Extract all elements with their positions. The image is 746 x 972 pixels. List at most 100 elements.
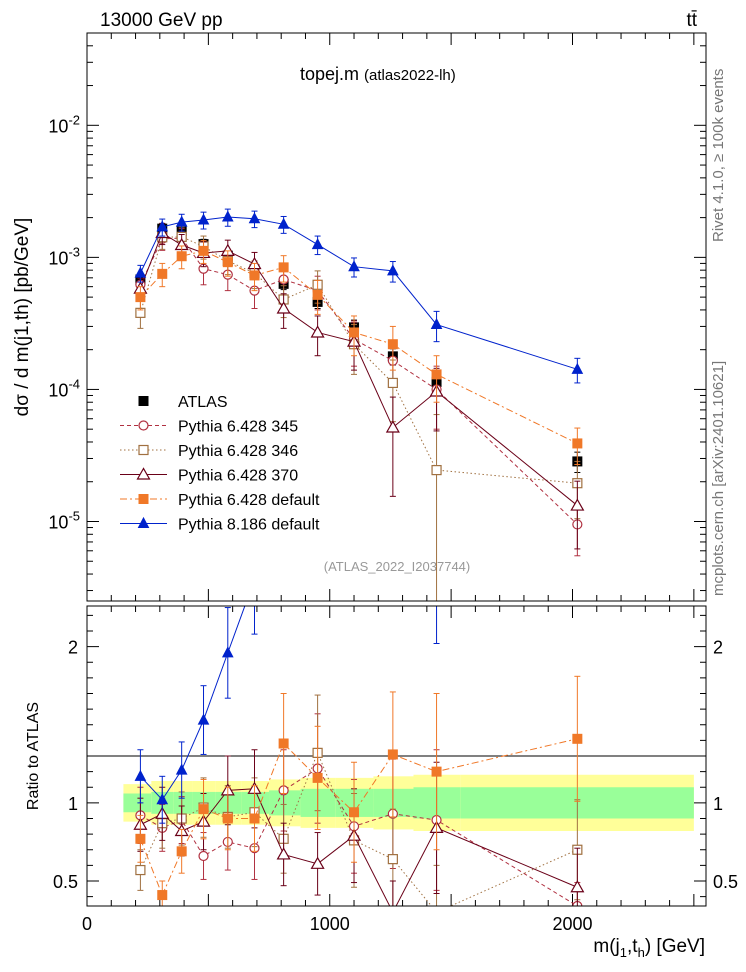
main-ytick-label: 10-4 — [48, 376, 80, 400]
data-point — [134, 266, 147, 278]
data-point — [248, 212, 261, 224]
ratio-ytick-label-right: 0.5 — [713, 872, 738, 892]
ratio-ticks: 0.5 0.5 1 1 2 2 0 1000 2000 — [53, 606, 738, 934]
band-inner — [173, 791, 193, 814]
ratio-ylabel: Ratio to ATLAS — [25, 702, 42, 810]
ratio-point — [387, 749, 398, 760]
xtick-label: 0 — [82, 914, 92, 934]
series-2 — [135, 226, 583, 601]
data-point — [431, 464, 442, 476]
ratio-series — [133, 176, 585, 917]
main-frame — [86, 32, 707, 602]
data-point — [571, 362, 584, 374]
data-point — [312, 289, 323, 300]
legend-label: ATLAS — [178, 394, 228, 411]
data-point — [385, 420, 400, 433]
ratio-point — [432, 908, 441, 917]
ratio-point — [572, 733, 583, 744]
ratio-frame — [86, 605, 707, 907]
legend-label: Pythia 6.428 370 — [178, 468, 298, 485]
watermark: (ATLAS_2022_I2037744) — [324, 559, 470, 574]
ratio-line — [140, 788, 578, 906]
legend: ATLAS Pythia 6.428 345 Pythia 6.428 346 Pyt… — [120, 394, 320, 534]
ratio-point — [176, 846, 187, 857]
data-point — [249, 270, 260, 281]
series-line — [140, 250, 578, 444]
data-point — [175, 215, 188, 227]
rivet-label: Rivet 4.1.0, ≥ 100k events — [710, 69, 727, 242]
ratio-ytick-label: 0.5 — [53, 872, 78, 892]
data-point — [387, 377, 398, 389]
ratio-line — [140, 606, 246, 801]
data-point — [222, 257, 233, 268]
band-inner — [123, 793, 152, 813]
ratio-point — [570, 880, 585, 893]
ratio-point — [349, 504, 359, 514]
legend-marker — [138, 420, 149, 431]
legend-marker — [136, 467, 151, 480]
main-panel: topej.m (atlas2022-lh) (ATLAS_2022_I2037… — [12, 32, 707, 602]
ratio-point — [349, 807, 360, 818]
energy-label: 13000 GeV pp — [100, 10, 223, 31]
series-5 — [134, 208, 584, 384]
xtick-label: 2000 — [552, 914, 592, 934]
main-ylabel: dσ / d m(j1,th) [pb/GeV] — [12, 218, 33, 417]
data-point — [431, 369, 442, 380]
series-line — [139, 236, 578, 484]
ratio-point — [197, 713, 210, 725]
data-point — [570, 498, 585, 511]
legend-marker — [137, 516, 150, 528]
mcplots-label: mcplots.cern.ch [arXiv:2401.10621] — [710, 361, 727, 596]
data-point — [276, 301, 291, 314]
data-point — [277, 217, 290, 229]
ratio-line — [139, 738, 578, 897]
ratio-ytick-label: 2 — [68, 638, 78, 658]
ratio-point — [135, 833, 146, 844]
legend-label: Pythia 6.428 345 — [178, 419, 298, 436]
ratio-point — [198, 850, 209, 862]
legend-entry: Pythia 6.428 346 — [120, 443, 298, 460]
x-axis-label: m(j1,th) [GeV] — [593, 936, 705, 960]
main-ytick-label: 10-3 — [48, 244, 80, 268]
ratio-point — [134, 769, 147, 781]
band-inner — [241, 791, 270, 814]
ratio-point — [249, 574, 259, 584]
ratio-point — [156, 793, 169, 805]
data-point — [278, 262, 289, 273]
ratio-point — [249, 813, 260, 824]
ratio-series-3 — [135, 675, 583, 906]
data-point — [387, 339, 398, 350]
data-point — [156, 220, 169, 232]
ratio-point — [278, 738, 289, 749]
ratio-point — [157, 890, 168, 901]
ratio-point — [392, 905, 394, 906]
ratio-point — [221, 646, 234, 658]
legend-marker — [138, 396, 149, 406]
ratio-point — [310, 856, 325, 869]
legend-marker — [138, 494, 149, 504]
ratio-point — [276, 847, 291, 860]
main-ytick-label: 10-5 — [48, 508, 80, 532]
process-label: tt̄ — [686, 10, 697, 31]
ratio-point — [387, 854, 398, 865]
legend-entry: ATLAS — [138, 394, 228, 411]
ratio-ytick-label-right: 1 — [713, 794, 723, 814]
ratio-ytick-label-right: 2 — [713, 638, 723, 658]
series-line — [139, 237, 578, 525]
ratio-uncertainty-bands — [123, 774, 694, 831]
main-ytick-label: 10-2 — [48, 112, 80, 136]
ratio-point — [431, 766, 442, 777]
ratio-point — [572, 176, 582, 186]
data-point — [221, 210, 234, 222]
main-title: topej.m (atlas2022-lh) — [300, 64, 456, 84]
legend-label: Pythia 8.186 default — [178, 517, 320, 534]
legend-entry: Pythia 6.428 default — [120, 492, 320, 509]
data-point — [198, 245, 209, 256]
xtick-label: 1000 — [310, 914, 350, 934]
main-series — [133, 208, 585, 601]
data-point — [430, 317, 443, 330]
ratio-panel: 0.5 0.5 1 1 2 2 0 1000 2000 Ratio to ATLAS m(j1,… — [25, 176, 738, 960]
legend-entry: Pythia 6.428 345 — [120, 419, 298, 436]
data-point — [572, 438, 583, 449]
